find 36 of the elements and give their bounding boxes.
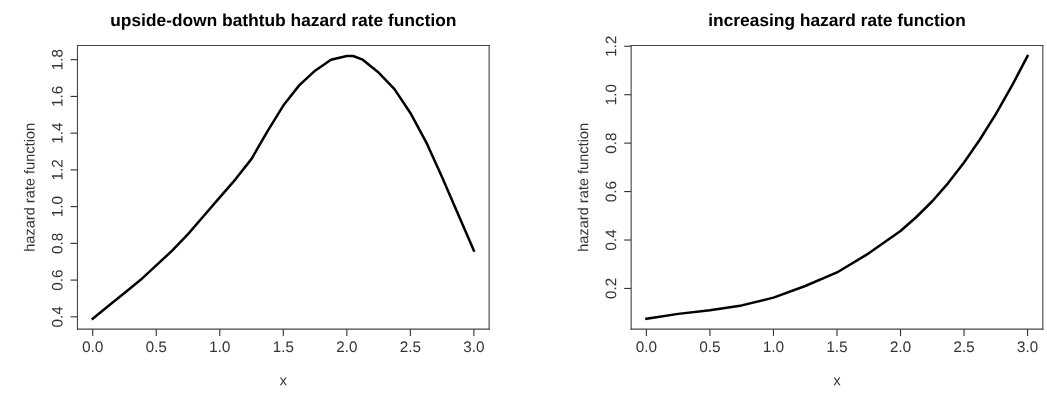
x-tick-label: 0.0 <box>636 341 657 353</box>
y-axis-title: hazard rate function <box>577 123 589 251</box>
x-tick-label: 3.0 <box>463 341 484 353</box>
line-series <box>91 54 476 320</box>
y-tick-label: 0.6 <box>605 181 617 202</box>
y-tick-label: 0.4 <box>605 229 617 251</box>
y-tick-label: 1.0 <box>605 84 617 105</box>
y-axis-title: hazard rate function <box>23 123 35 251</box>
chart-title: increasing hazard rate function <box>709 13 965 30</box>
x-tick-label: 0.0 <box>82 341 103 353</box>
x-tick-label: 2.5 <box>954 341 975 353</box>
y-tick-label: 1.6 <box>51 86 63 106</box>
x-tick-label: 2.0 <box>336 341 357 353</box>
y-tick-label: 1.4 <box>51 122 63 143</box>
x-tick-label: 0.5 <box>699 341 720 353</box>
x-tick-label: 2.5 <box>400 341 421 353</box>
x-tick-label: 1.0 <box>210 341 230 353</box>
x-tick-label: 3.0 <box>1017 341 1038 353</box>
y-tick-label: 0.8 <box>51 233 63 254</box>
y-tick-label: 1.8 <box>51 49 63 70</box>
chart-title: upside-down bathtub hazard rate function <box>111 13 456 30</box>
y-tick-label: 1.0 <box>51 196 63 217</box>
y-tick-label: 1.2 <box>605 36 617 56</box>
y-tick-label: 0.4 <box>51 306 63 327</box>
x-tick-label: 1.5 <box>827 341 847 353</box>
y-tick-label: 1.2 <box>51 160 63 180</box>
x-axis-title: x <box>279 377 287 386</box>
x-tick-label: 1.5 <box>273 341 294 353</box>
line-series <box>645 54 1029 320</box>
y-tick-label: 0.8 <box>605 133 617 154</box>
x-axis-title: x <box>833 377 841 386</box>
x-tick-label: 1.0 <box>764 341 784 353</box>
y-tick-label: 0.6 <box>51 270 63 291</box>
x-tick-label: 0.5 <box>146 341 167 353</box>
y-tick-label: 0.2 <box>605 278 617 299</box>
x-tick-label: 2.0 <box>890 341 911 353</box>
